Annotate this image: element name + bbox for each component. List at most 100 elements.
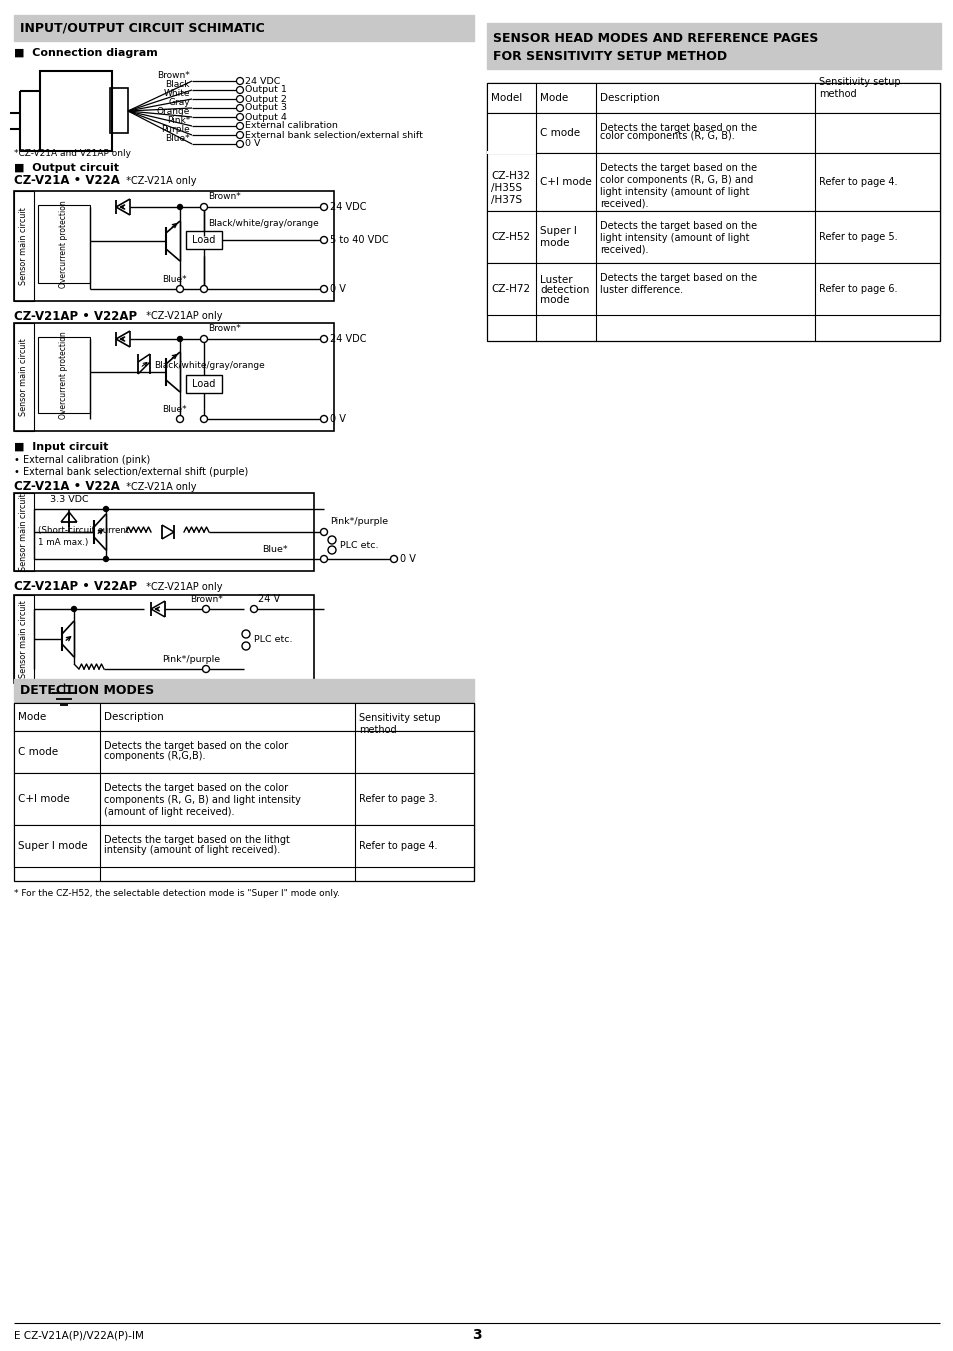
Bar <box>38 205 90 282</box>
Text: Sensor main circuit: Sensor main circuit <box>19 338 29 416</box>
Text: CZ-H72: CZ-H72 <box>491 284 530 295</box>
Text: CZ-V21AP • V22AP: CZ-V21AP • V22AP <box>14 309 137 323</box>
Text: received).: received). <box>599 245 648 255</box>
Text: Blue*: Blue* <box>262 544 287 554</box>
Text: Brown*: Brown* <box>157 72 190 80</box>
Bar <box>14 323 334 431</box>
Circle shape <box>320 555 327 562</box>
Circle shape <box>251 605 257 612</box>
Circle shape <box>320 236 327 243</box>
Text: *CZ-V21AP only: *CZ-V21AP only <box>140 311 222 322</box>
Circle shape <box>242 630 250 638</box>
Text: E CZ-V21A(P)/V22A(P)-IM: E CZ-V21A(P)/V22A(P)-IM <box>14 1329 144 1340</box>
Text: (amount of light received).: (amount of light received). <box>104 807 234 817</box>
Circle shape <box>103 507 109 512</box>
Text: 0 V: 0 V <box>330 284 346 295</box>
Text: FOR SENSITIVITY SETUP METHOD: FOR SENSITIVITY SETUP METHOD <box>493 50 726 63</box>
Text: Pink*/purple: Pink*/purple <box>330 517 388 526</box>
Circle shape <box>236 96 243 103</box>
Text: * For the CZ-H52, the selectable detection mode is "Super I" mode only.: * For the CZ-H52, the selectable detecti… <box>14 889 339 897</box>
Bar <box>14 493 314 571</box>
Text: C+I mode: C+I mode <box>18 794 70 804</box>
Circle shape <box>236 123 243 130</box>
Text: Brown*: Brown* <box>208 324 240 332</box>
Text: *CZ-V21A and V21AP only: *CZ-V21A and V21AP only <box>14 149 131 158</box>
Circle shape <box>320 416 327 423</box>
Circle shape <box>320 204 327 211</box>
Circle shape <box>176 416 183 423</box>
Text: components (R,G,B).: components (R,G,B). <box>104 751 205 761</box>
Text: CZ-H52: CZ-H52 <box>491 232 530 242</box>
Text: Detects the target based on the: Detects the target based on the <box>599 123 757 132</box>
Bar <box>40 72 112 151</box>
Text: 24 VDC: 24 VDC <box>330 334 366 345</box>
Text: INPUT/OUTPUT CIRCUIT SCHIMATIC: INPUT/OUTPUT CIRCUIT SCHIMATIC <box>20 22 265 35</box>
Bar <box>14 703 474 881</box>
Text: Sensor main circuit: Sensor main circuit <box>19 600 29 678</box>
Text: External bank selection/external shift: External bank selection/external shift <box>245 131 422 139</box>
Circle shape <box>328 546 335 554</box>
Text: Sensitivity setup
method: Sensitivity setup method <box>818 77 900 99</box>
Circle shape <box>200 416 208 423</box>
Circle shape <box>236 104 243 112</box>
Text: PLC etc.: PLC etc. <box>253 635 293 643</box>
Bar <box>14 493 34 571</box>
Text: DETECTION MODES: DETECTION MODES <box>20 685 154 697</box>
Circle shape <box>236 86 243 93</box>
Text: White: White <box>163 89 190 99</box>
Text: Black/white/gray/orange: Black/white/gray/orange <box>153 362 265 370</box>
Text: Load: Load <box>193 235 215 245</box>
Bar <box>486 211 939 263</box>
Text: 3.3 VDC: 3.3 VDC <box>50 494 89 504</box>
Text: mode: mode <box>539 295 569 305</box>
Bar <box>486 113 939 153</box>
Text: Refer to page 3.: Refer to page 3. <box>358 794 437 804</box>
Bar <box>14 15 474 41</box>
Text: Brown*: Brown* <box>208 192 240 201</box>
Text: Output 1: Output 1 <box>245 85 287 95</box>
Text: C mode: C mode <box>18 747 58 757</box>
Text: (Short-circuit current: (Short-circuit current <box>38 527 129 535</box>
Text: PLC etc.: PLC etc. <box>339 540 378 550</box>
Text: Brown*: Brown* <box>190 594 222 604</box>
Bar <box>486 263 939 315</box>
Text: 0 V: 0 V <box>399 554 416 563</box>
Bar <box>14 703 474 731</box>
Text: SENSOR HEAD MODES AND REFERENCE PAGES: SENSOR HEAD MODES AND REFERENCE PAGES <box>493 32 818 46</box>
Text: Output 2: Output 2 <box>245 95 287 104</box>
Circle shape <box>328 536 335 544</box>
Circle shape <box>390 555 397 562</box>
Text: 1 mA max.): 1 mA max.) <box>38 539 89 547</box>
Text: Detects the target based on the color: Detects the target based on the color <box>104 740 288 751</box>
Circle shape <box>236 113 243 120</box>
Text: components (R, G, B) and light intensity: components (R, G, B) and light intensity <box>104 794 300 805</box>
Text: 3: 3 <box>472 1328 481 1342</box>
Text: received).: received). <box>599 199 648 209</box>
Text: CZ-V21A • V22A: CZ-V21A • V22A <box>14 174 120 188</box>
Text: Sensitivity setup
method: Sensitivity setup method <box>358 713 440 735</box>
Text: C+I mode: C+I mode <box>539 177 591 186</box>
Bar <box>486 151 536 154</box>
Text: Overcurrent protection: Overcurrent protection <box>59 200 69 288</box>
Bar <box>14 680 474 703</box>
Text: • External calibration (pink): • External calibration (pink) <box>14 455 150 465</box>
Text: intensity (amount of light received).: intensity (amount of light received). <box>104 844 280 855</box>
Circle shape <box>236 131 243 139</box>
Circle shape <box>202 605 210 612</box>
Text: Detects the target based on the lithgt: Detects the target based on the lithgt <box>104 835 290 844</box>
Text: Black: Black <box>165 80 190 89</box>
Circle shape <box>236 141 243 147</box>
Bar <box>14 594 314 684</box>
Text: External calibration: External calibration <box>245 122 337 131</box>
Text: 24 V: 24 V <box>257 594 280 604</box>
Text: Overcurrent protection: Overcurrent protection <box>59 331 69 419</box>
Text: ■  Input circuit: ■ Input circuit <box>14 442 109 453</box>
Text: • External bank selection/external shift (purple): • External bank selection/external shift… <box>14 467 248 477</box>
Text: Load: Load <box>193 380 215 389</box>
Text: *CZ-V21A only: *CZ-V21A only <box>120 482 196 492</box>
Text: detection: detection <box>539 285 589 295</box>
Text: Super I: Super I <box>539 226 577 236</box>
Text: 0 V: 0 V <box>245 139 260 149</box>
Bar <box>14 594 34 684</box>
Text: Gray: Gray <box>168 99 190 107</box>
